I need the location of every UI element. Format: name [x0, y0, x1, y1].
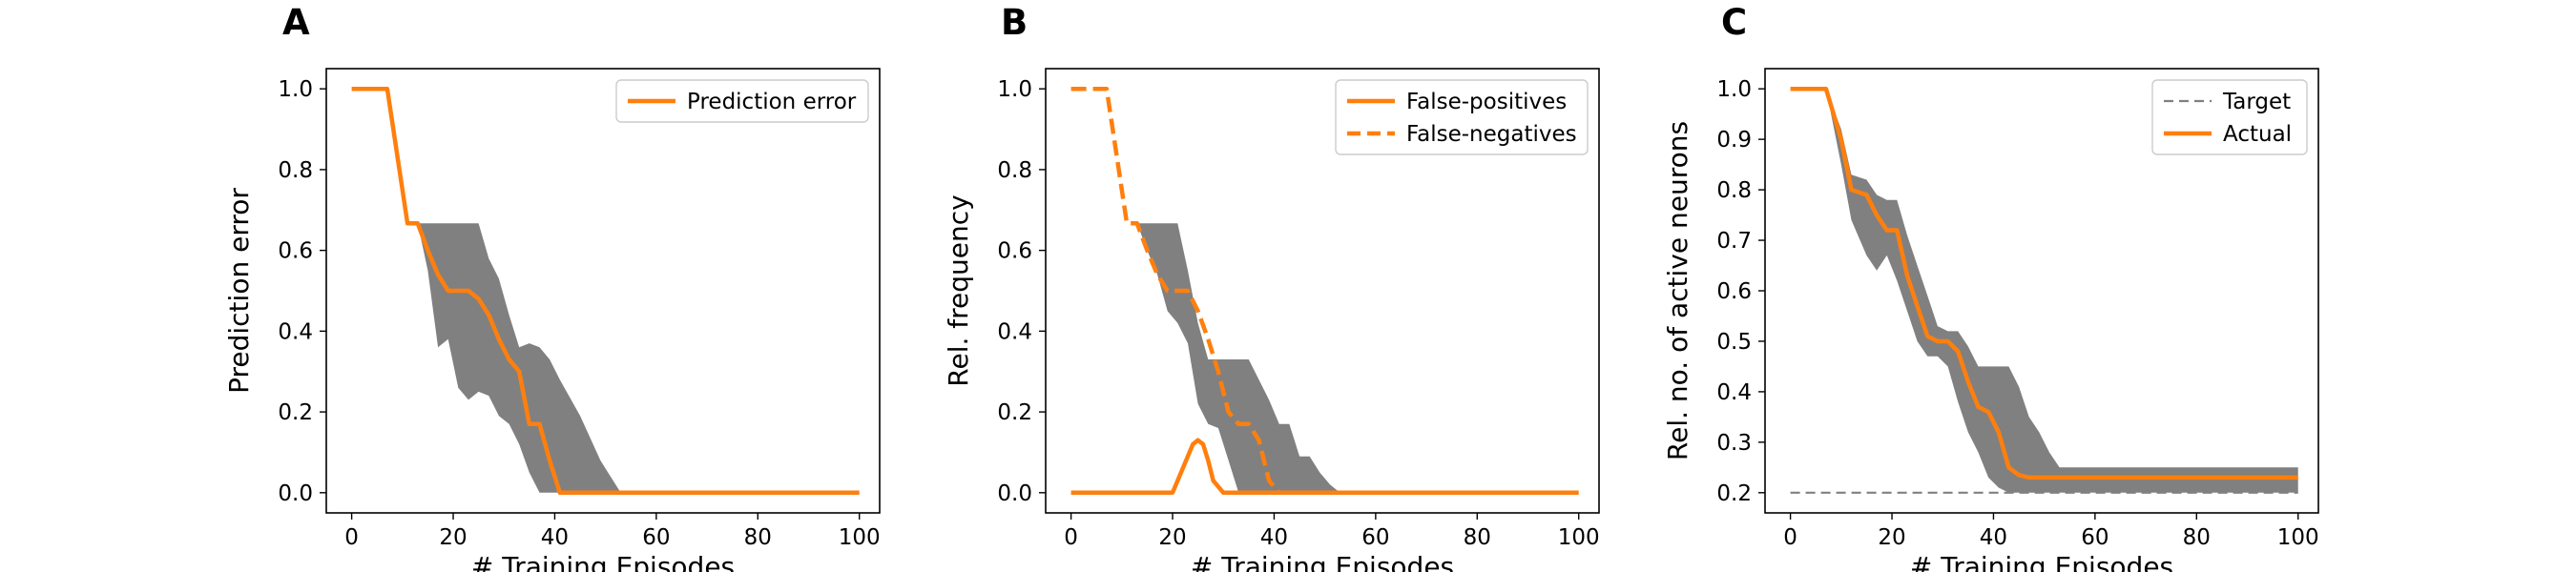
legend-box	[1335, 79, 1589, 155]
legend: Prediction error	[615, 79, 869, 123]
panel-a: A 0 20 40 60 80 100 0.0 0.2 0.4 0.6 0.8 1.0 # Traini…	[223, 2, 881, 572]
series-line-prediction-error	[351, 86, 860, 496]
y-tick-label: 0.4	[997, 319, 1032, 344]
axes-frame	[325, 68, 881, 514]
y-tick-label: 0.6	[1716, 279, 1752, 304]
panel-label-b: B	[1001, 2, 1028, 43]
panel-c: C 0 20 40 60 80 100 0.2 0.3 0.4 0.5 0.6 0.7 0.8 0.9 1.…	[1662, 2, 2319, 572]
series-line-actual	[1790, 86, 2298, 480]
x-tick-label: 20	[1158, 525, 1186, 550]
legend-box	[2151, 79, 2308, 155]
y-tick-label: 0.3	[1716, 431, 1752, 456]
axes-frame	[1045, 68, 1600, 514]
x-tick-label: 60	[2081, 525, 2109, 550]
y-axis-label: Rel. frequency	[943, 194, 974, 386]
legend: Target Actual	[2151, 79, 2308, 155]
y-tick-label: 1.0	[1716, 77, 1752, 102]
range-band	[1790, 89, 2298, 493]
x-tick-label: 80	[744, 525, 772, 550]
legend-entry: Prediction error	[687, 90, 857, 114]
x-tick-label: 60	[642, 525, 670, 550]
x-tick-label: 40	[541, 525, 569, 550]
legend-entry: False-positives	[1406, 90, 1567, 114]
y-tick-label: 0.7	[1716, 229, 1752, 254]
legend-entry: Actual	[2223, 122, 2292, 147]
y-tick-label: 0.5	[1716, 330, 1752, 355]
y-tick-label: 1.0	[997, 77, 1032, 102]
y-tick-label: 0.8	[278, 158, 313, 183]
y-tick-label: 0.2	[997, 400, 1032, 425]
range-band	[351, 89, 860, 493]
x-tick-label: 100	[839, 525, 881, 550]
x-tick-label: 0	[1064, 525, 1078, 550]
x-tick-label: 40	[1980, 525, 2007, 550]
legend-entry: Target	[2222, 90, 2291, 114]
panel-label-a: A	[282, 2, 310, 43]
x-tick-label: 80	[1464, 525, 1491, 550]
x-tick-label: 60	[1361, 525, 1389, 550]
x-tick-label: 20	[439, 525, 467, 550]
series-line-false-negatives	[1070, 86, 1579, 496]
x-tick-label: 0	[344, 525, 359, 550]
x-tick-label: 100	[1558, 525, 1600, 550]
range-band	[1070, 89, 1579, 493]
legend-entry: False-negatives	[1406, 122, 1577, 147]
y-tick-label: 0.0	[997, 481, 1032, 506]
x-axis-label: # Training Episodes	[1910, 551, 2173, 572]
y-tick-label: 1.0	[278, 77, 313, 102]
x-tick-label: 0	[1783, 525, 1797, 550]
x-axis-label: # Training Episodes	[471, 551, 735, 572]
y-tick-label: 0.9	[1716, 128, 1752, 153]
legend: False-positives False-negatives	[1335, 79, 1589, 155]
x-tick-label: 20	[1878, 525, 1905, 550]
x-tick-label: 80	[2183, 525, 2211, 550]
y-tick-label: 0.2	[1716, 481, 1752, 506]
y-tick-label: 0.2	[278, 400, 313, 425]
panel-label-c: C	[1721, 2, 1747, 43]
y-tick-label: 0.4	[278, 319, 313, 344]
y-tick-label: 0.4	[1716, 380, 1752, 405]
y-tick-label: 0.6	[278, 239, 313, 264]
x-tick-label: 100	[2277, 525, 2319, 550]
x-axis-label: # Training Episodes	[1191, 551, 1454, 572]
y-tick-label: 0.0	[278, 481, 313, 506]
panel-b: B 0 20 40 60 80 100 0.0 0.2 0.4 0.6 0.8 1.0 # Traini…	[943, 2, 1600, 572]
y-axis-label: Prediction error	[223, 188, 255, 394]
y-tick-label: 0.8	[997, 158, 1032, 183]
y-axis-label: Rel. no. of active neurons	[1662, 121, 1693, 460]
y-tick-label: 0.6	[997, 239, 1032, 264]
x-tick-label: 40	[1260, 525, 1288, 550]
series-line-false-positives	[1070, 438, 1579, 496]
y-tick-label: 0.8	[1716, 178, 1752, 203]
legend-box	[615, 79, 869, 123]
